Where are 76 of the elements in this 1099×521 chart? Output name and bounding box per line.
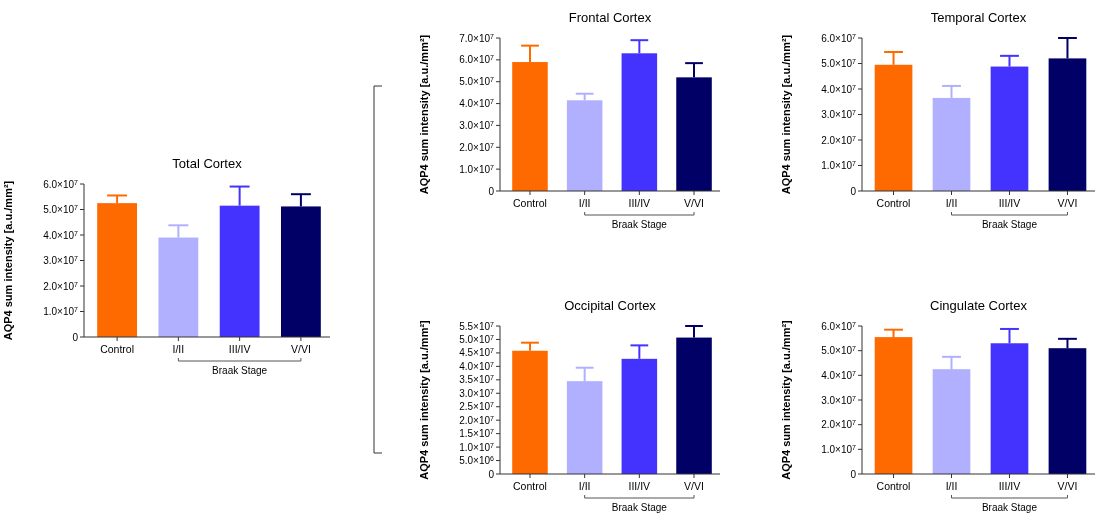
y-tick-label: 5.0×10$^{7}$ — [821, 344, 857, 357]
x-tick-label: Control — [876, 480, 911, 492]
y-axis-title: AQP4 sum intensity [a.u./mm²] — [418, 34, 430, 195]
y-axis-title: AQP4 sum intensity [a.u./mm²] — [2, 180, 14, 341]
y-axis-title: AQP4 sum intensity [a.u./mm²] — [418, 319, 430, 480]
x-tick-label: V/VI — [290, 343, 311, 355]
y-tick-label: 1.0×10$^{7}$ — [43, 305, 79, 317]
y-tick-label: 3.0×10$^{7}$ — [43, 254, 79, 266]
y-tick-label: 0 — [850, 185, 857, 197]
y-tick-label: 1.5×10$^{7}$ — [459, 427, 495, 440]
x-tick-label: I/II — [578, 480, 591, 492]
y-tick-label: 5.0×10$^{7}$ — [459, 75, 495, 88]
y-tick-label: 4.5×10$^{7}$ — [459, 346, 495, 359]
y-axis-title: AQP4 sum intensity [a.u./mm²] — [780, 319, 792, 480]
y-tick-label: 5.0×10$^{6}$ — [459, 454, 495, 467]
y-axis-title: AQP4 sum intensity [a.u./mm²] — [780, 34, 792, 195]
y-tick-label: 5.5×10$^{7}$ — [459, 320, 495, 332]
y-tick-label: 1.0×10$^{7}$ — [459, 163, 495, 175]
y-tick-label: 2.0×10$^{7}$ — [43, 280, 79, 292]
x-tick-label: III/IV — [228, 343, 251, 355]
y-tick-label: 1.0×10$^{7}$ — [821, 159, 857, 171]
y-tick-label: 3.5×10$^{7}$ — [459, 373, 495, 386]
x-tick-label: I/II — [945, 197, 958, 209]
chart-title: Total Cortex — [172, 156, 243, 171]
y-tick-label: 5.0×10$^{7}$ — [459, 333, 495, 345]
x-tick-label: Control — [513, 480, 547, 492]
x-tick-label: Control — [876, 197, 911, 209]
y-tick-label: 2.5×10$^{7}$ — [459, 400, 495, 413]
y-tick-label: 6.0×10$^{7}$ — [821, 32, 857, 44]
y-tick-label: 1.0×10$^{7}$ — [459, 441, 495, 453]
y-tick-label: 2.0×10$^{7}$ — [821, 134, 857, 146]
chart-title: Frontal Cortex — [568, 10, 652, 25]
y-tick-label: 4.0×10$^{7}$ — [821, 83, 857, 95]
y-tick-label: 4.0×10$^{7}$ — [459, 360, 495, 372]
x-tick-label: III/IV — [628, 480, 651, 492]
y-tick-label: 6.0×10$^{7}$ — [821, 320, 857, 332]
y-tick-label: 5.0×10$^{7}$ — [43, 203, 79, 215]
text: Braak Stage — [212, 365, 268, 376]
x-tick-label: V/VI — [1057, 197, 1078, 209]
text: Braak Stage — [611, 502, 668, 513]
x-tick-label: I/II — [172, 343, 185, 355]
x-tick-label: III/IV — [628, 197, 651, 209]
chart-title: Temporal Cortex — [930, 10, 1027, 25]
y-tick-label: 0 — [72, 331, 79, 343]
x-tick-label: I/II — [578, 197, 591, 209]
x-tick-label: V/VI — [684, 480, 704, 492]
y-tick-label: 3.0×10$^{7}$ — [821, 394, 857, 406]
y-tick-label: 1.0×10$^{7}$ — [821, 443, 857, 455]
x-tick-label: Control — [513, 197, 547, 209]
x-tick-label: V/VI — [684, 197, 704, 209]
y-tick-label: 6.0×10$^{7}$ — [459, 53, 495, 66]
x-tick-label: III/IV — [998, 197, 1021, 209]
x-tick-label: I/II — [945, 480, 958, 492]
y-tick-label: 5.0×10$^{7}$ — [821, 57, 857, 69]
y-tick-label: 3.0×10$^{7}$ — [459, 387, 495, 399]
x-tick-label: V/VI — [1057, 480, 1078, 492]
y-tick-label: 7.0×10$^{7}$ — [459, 32, 495, 44]
y-tick-label: 4.0×10$^{7}$ — [43, 229, 79, 241]
y-tick-label: 0 — [488, 468, 495, 480]
text: Braak Stage — [611, 219, 668, 230]
y-tick-label: 3.0×10$^{7}$ — [459, 119, 495, 131]
text: Braak Stage — [981, 502, 1038, 513]
y-tick-label: 0 — [850, 468, 857, 480]
text: Braak Stage — [981, 219, 1038, 230]
y-tick-label: 3.0×10$^{7}$ — [821, 108, 857, 120]
x-tick-label: III/IV — [998, 480, 1021, 492]
y-tick-label: 2.0×10$^{7}$ — [459, 141, 495, 153]
y-tick-label: 4.0×10$^{7}$ — [821, 369, 857, 381]
x-tick-label: Control — [100, 343, 135, 355]
y-tick-label: 4.0×10$^{7}$ — [459, 97, 495, 110]
y-tick-label: 2.0×10$^{7}$ — [821, 418, 857, 431]
y-tick-label: 2.0×10$^{7}$ — [459, 414, 495, 426]
y-tick-label: 6.0×10$^{7}$ — [43, 178, 79, 190]
chart-title: Occipital Cortex — [564, 298, 657, 313]
y-tick-label: 0 — [488, 185, 495, 197]
chart-title: Cingulate Cortex — [930, 298, 1028, 313]
